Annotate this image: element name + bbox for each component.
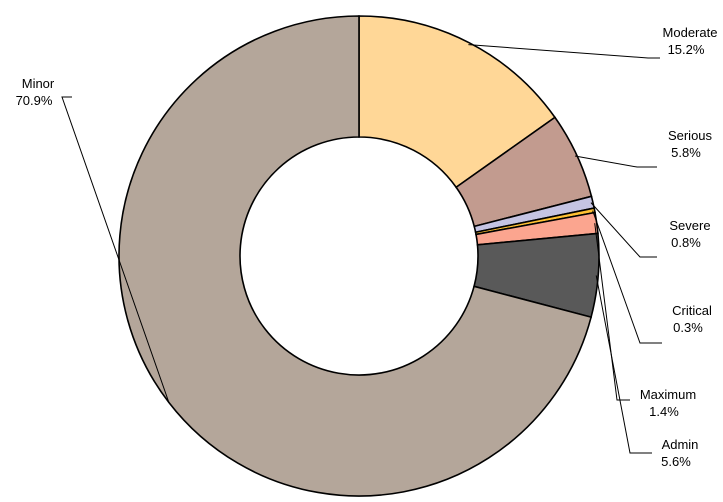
label-value-moderate: 15.2% [668, 42, 705, 57]
label-value-minor: 70.9% [16, 93, 53, 108]
label-name-admin: Admin [662, 437, 699, 452]
leader-line-maximum [594, 223, 630, 401]
labels-group: Moderate 15.2% Serious 5.8% Severe 0.8% Critic… [16, 25, 718, 469]
leader-line-severe [590, 202, 657, 258]
label-name-maximum: Maximum [640, 387, 696, 402]
label-value-serious: 5.8% [671, 145, 701, 160]
label-value-critical: 0.3% [673, 320, 703, 335]
slice-minor [118, 15, 593, 497]
label-value-severe: 0.8% [671, 235, 701, 250]
label-value-maximum: 1.4% [649, 404, 679, 419]
label-name-moderate: Moderate [663, 25, 718, 40]
label-value-admin: 5.6% [661, 454, 691, 469]
label-name-serious: Serious [668, 128, 713, 143]
leader-line-moderate [468, 44, 660, 59]
leader-line-admin [595, 275, 652, 454]
slice-moderate [358, 15, 557, 189]
label-name-critical: Critical [672, 303, 712, 318]
leader-line-critical [592, 210, 662, 344]
label-name-minor: Minor [22, 76, 55, 91]
leader-line-minor [61, 96, 170, 403]
leader-line-serious [574, 155, 657, 168]
leader-lines-group [61, 44, 662, 454]
slices-group [118, 15, 600, 497]
label-name-severe: Severe [669, 218, 710, 233]
